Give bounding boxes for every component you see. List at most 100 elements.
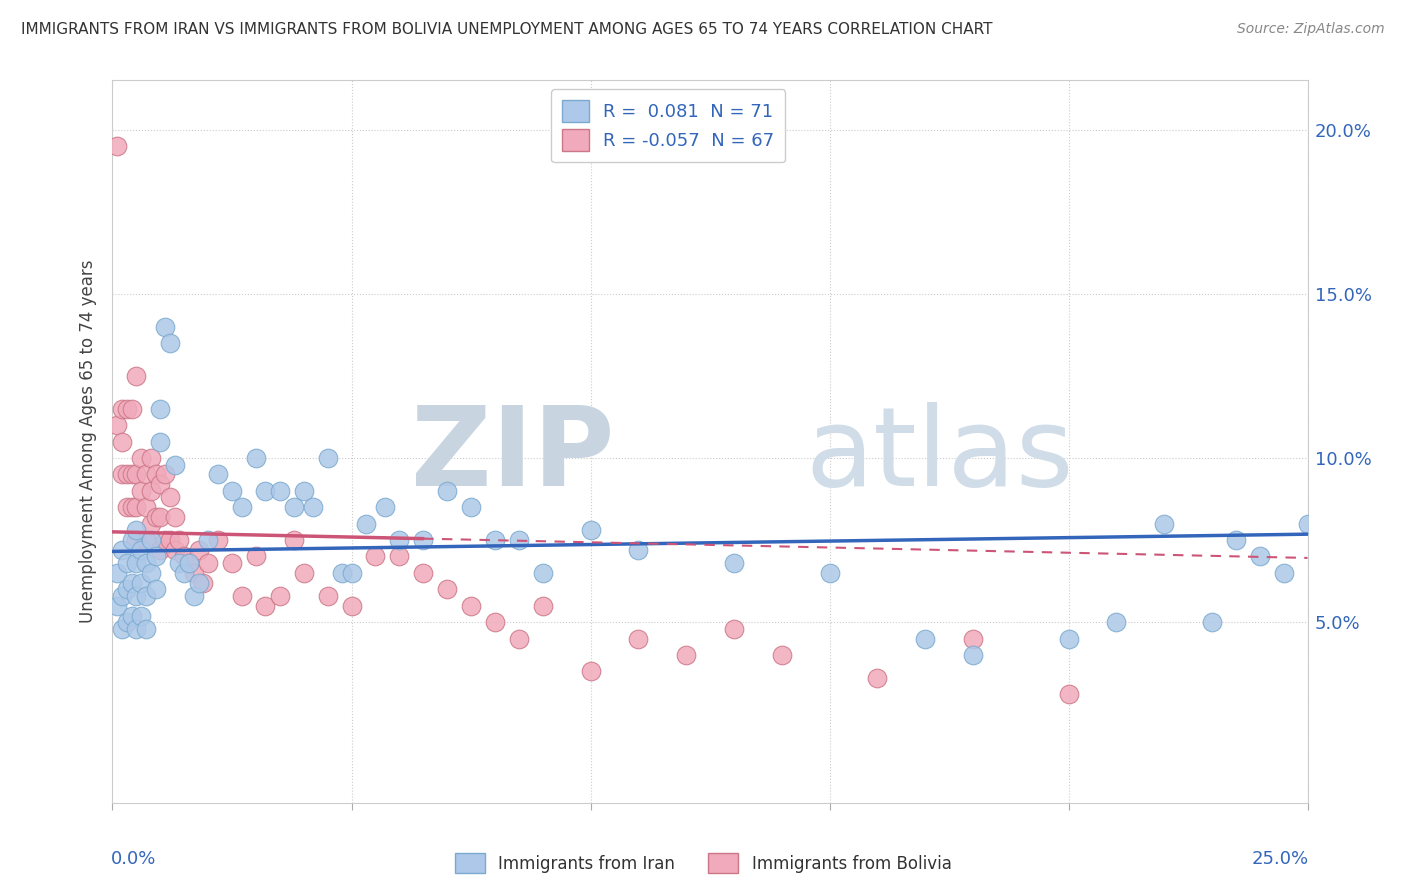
Point xyxy=(173,566,195,580)
Point xyxy=(627,542,650,557)
Point xyxy=(207,467,229,482)
Legend: Immigrants from Iran, Immigrants from Bolivia: Immigrants from Iran, Immigrants from Bo… xyxy=(449,847,957,880)
Point xyxy=(121,500,143,515)
Point xyxy=(135,589,157,603)
Point xyxy=(177,556,200,570)
Point xyxy=(105,139,128,153)
Point xyxy=(149,477,172,491)
Point xyxy=(115,467,138,482)
Point xyxy=(125,589,148,603)
Point xyxy=(121,401,143,416)
Point xyxy=(163,458,186,472)
Point xyxy=(245,549,267,564)
Point xyxy=(231,589,253,603)
Point xyxy=(340,566,363,580)
Point xyxy=(105,566,128,580)
Point xyxy=(163,510,186,524)
Point xyxy=(374,500,396,515)
Point xyxy=(531,599,554,613)
Point xyxy=(105,599,128,613)
Point xyxy=(129,450,152,465)
Text: IMMIGRANTS FROM IRAN VS IMMIGRANTS FROM BOLIVIA UNEMPLOYMENT AMONG AGES 65 TO 74: IMMIGRANTS FROM IRAN VS IMMIGRANTS FROM … xyxy=(21,22,993,37)
Point xyxy=(173,549,195,564)
Point xyxy=(183,566,205,580)
Point xyxy=(111,622,134,636)
Point xyxy=(723,556,745,570)
Point xyxy=(1105,615,1128,630)
Point xyxy=(177,556,200,570)
Point xyxy=(125,467,148,482)
Point xyxy=(183,589,205,603)
Point xyxy=(1249,549,1271,564)
Point xyxy=(388,549,411,564)
Point xyxy=(302,500,325,515)
Text: 25.0%: 25.0% xyxy=(1251,850,1309,868)
Point xyxy=(153,467,176,482)
Point xyxy=(149,434,172,449)
Point xyxy=(460,500,482,515)
Point xyxy=(153,533,176,547)
Y-axis label: Unemployment Among Ages 65 to 74 years: Unemployment Among Ages 65 to 74 years xyxy=(79,260,97,624)
Point xyxy=(245,450,267,465)
Point xyxy=(135,622,157,636)
Point xyxy=(484,615,506,630)
Point xyxy=(135,556,157,570)
Point xyxy=(1057,632,1080,646)
Point xyxy=(163,542,186,557)
Point xyxy=(111,467,134,482)
Point xyxy=(292,483,315,498)
Point xyxy=(125,523,148,537)
Point xyxy=(388,533,411,547)
Point xyxy=(283,533,305,547)
Point xyxy=(129,608,152,623)
Point xyxy=(508,632,530,646)
Point xyxy=(159,491,181,505)
Point xyxy=(169,556,191,570)
Point xyxy=(139,516,162,531)
Point xyxy=(316,450,339,465)
Point xyxy=(292,566,315,580)
Point xyxy=(364,549,387,564)
Point xyxy=(125,500,148,515)
Point xyxy=(145,510,167,524)
Point xyxy=(531,566,554,580)
Point xyxy=(139,533,162,547)
Point xyxy=(145,549,167,564)
Point xyxy=(675,648,697,662)
Point xyxy=(436,483,458,498)
Point xyxy=(412,566,434,580)
Point xyxy=(221,483,243,498)
Point xyxy=(269,589,291,603)
Point xyxy=(187,575,209,590)
Point xyxy=(145,467,167,482)
Point xyxy=(412,533,434,547)
Point xyxy=(436,582,458,597)
Point xyxy=(579,665,602,679)
Point xyxy=(340,599,363,613)
Point xyxy=(125,556,148,570)
Point xyxy=(153,319,176,334)
Point xyxy=(121,467,143,482)
Point xyxy=(1153,516,1175,531)
Point xyxy=(139,450,162,465)
Point xyxy=(962,632,984,646)
Point xyxy=(115,500,138,515)
Point xyxy=(627,632,650,646)
Point xyxy=(197,556,219,570)
Point xyxy=(231,500,253,515)
Point xyxy=(115,401,138,416)
Point xyxy=(866,671,889,685)
Point xyxy=(115,582,138,597)
Point xyxy=(115,556,138,570)
Point xyxy=(121,533,143,547)
Point xyxy=(770,648,793,662)
Point xyxy=(723,622,745,636)
Point xyxy=(125,622,148,636)
Point xyxy=(579,523,602,537)
Point xyxy=(316,589,339,603)
Text: Source: ZipAtlas.com: Source: ZipAtlas.com xyxy=(1237,22,1385,37)
Point xyxy=(139,566,162,580)
Point xyxy=(187,542,209,557)
Point xyxy=(149,510,172,524)
Point xyxy=(207,533,229,547)
